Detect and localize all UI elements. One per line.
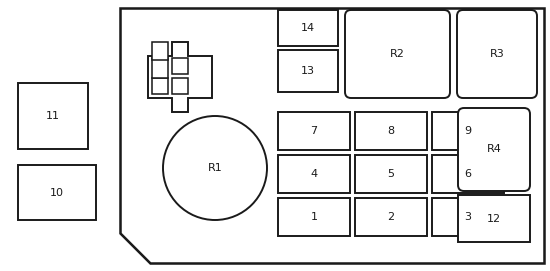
- Text: 7: 7: [310, 126, 317, 136]
- Text: R4: R4: [487, 144, 502, 154]
- Bar: [18, 83, 88, 149]
- Bar: [432, 112, 504, 150]
- Text: 13: 13: [301, 66, 315, 76]
- Bar: [278, 198, 350, 236]
- Polygon shape: [120, 8, 544, 263]
- Bar: [152, 78, 168, 94]
- Bar: [432, 198, 504, 236]
- Text: 3: 3: [465, 212, 471, 222]
- FancyBboxPatch shape: [458, 108, 530, 191]
- Bar: [18, 165, 96, 220]
- Bar: [278, 112, 350, 150]
- Bar: [278, 155, 350, 193]
- Text: 4: 4: [310, 169, 317, 179]
- Text: R2: R2: [390, 49, 405, 59]
- Bar: [172, 58, 188, 74]
- Text: 2: 2: [387, 212, 394, 222]
- Bar: [278, 50, 338, 92]
- FancyBboxPatch shape: [345, 10, 450, 98]
- Text: R3: R3: [490, 49, 504, 59]
- Text: 9: 9: [464, 126, 471, 136]
- Circle shape: [163, 116, 267, 220]
- Bar: [172, 78, 188, 94]
- Bar: [152, 42, 168, 60]
- Bar: [458, 195, 530, 242]
- Bar: [152, 58, 168, 78]
- Text: 12: 12: [487, 214, 501, 224]
- Text: R1: R1: [208, 163, 222, 173]
- Text: 10: 10: [50, 188, 64, 198]
- Text: 5: 5: [388, 169, 394, 179]
- Text: 14: 14: [301, 23, 315, 33]
- Polygon shape: [148, 42, 212, 112]
- Text: 1: 1: [311, 212, 317, 222]
- Bar: [355, 112, 427, 150]
- Bar: [355, 155, 427, 193]
- Text: 11: 11: [46, 111, 60, 121]
- Bar: [278, 10, 338, 46]
- FancyBboxPatch shape: [457, 10, 537, 98]
- Text: 8: 8: [387, 126, 394, 136]
- Bar: [355, 198, 427, 236]
- Bar: [432, 155, 504, 193]
- Text: 6: 6: [465, 169, 471, 179]
